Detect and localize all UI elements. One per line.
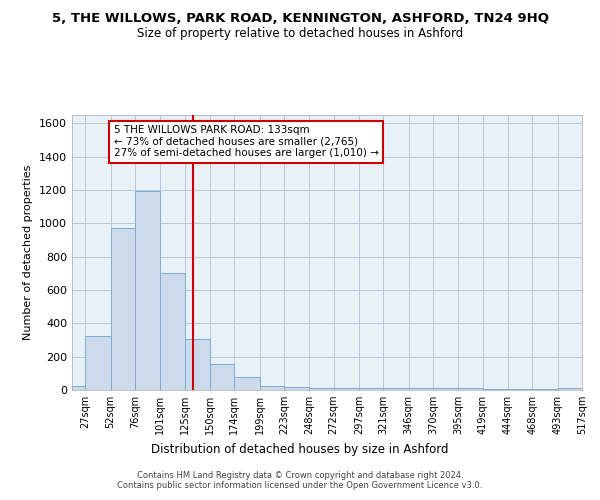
Text: Size of property relative to detached houses in Ashford: Size of property relative to detached ho… — [137, 28, 463, 40]
Bar — [409, 388, 433, 390]
Bar — [508, 389, 532, 390]
Bar — [433, 388, 458, 390]
Bar — [309, 388, 334, 390]
Bar — [482, 389, 508, 390]
Bar — [110, 228, 135, 390]
Bar — [135, 191, 160, 390]
Text: 5 THE WILLOWS PARK ROAD: 133sqm
← 73% of detached houses are smaller (2,765)
27%: 5 THE WILLOWS PARK ROAD: 133sqm ← 73% of… — [113, 125, 379, 158]
Bar — [234, 377, 260, 390]
Bar — [557, 388, 582, 390]
Bar — [334, 388, 359, 390]
Bar — [72, 386, 85, 390]
Text: Distribution of detached houses by size in Ashford: Distribution of detached houses by size … — [151, 442, 449, 456]
Text: 5, THE WILLOWS, PARK ROAD, KENNINGTON, ASHFORD, TN24 9HQ: 5, THE WILLOWS, PARK ROAD, KENNINGTON, A… — [52, 12, 548, 26]
Bar — [210, 364, 234, 390]
Y-axis label: Number of detached properties: Number of detached properties — [23, 165, 34, 340]
Text: Contains HM Land Registry data © Crown copyright and database right 2024.
Contai: Contains HM Land Registry data © Crown c… — [118, 470, 482, 490]
Bar — [160, 274, 185, 390]
Bar — [458, 388, 482, 390]
Bar — [260, 386, 284, 390]
Bar — [359, 388, 383, 390]
Bar — [85, 336, 110, 390]
Bar — [383, 388, 409, 390]
Bar — [284, 387, 309, 390]
Bar — [185, 339, 210, 390]
Bar — [532, 389, 557, 390]
